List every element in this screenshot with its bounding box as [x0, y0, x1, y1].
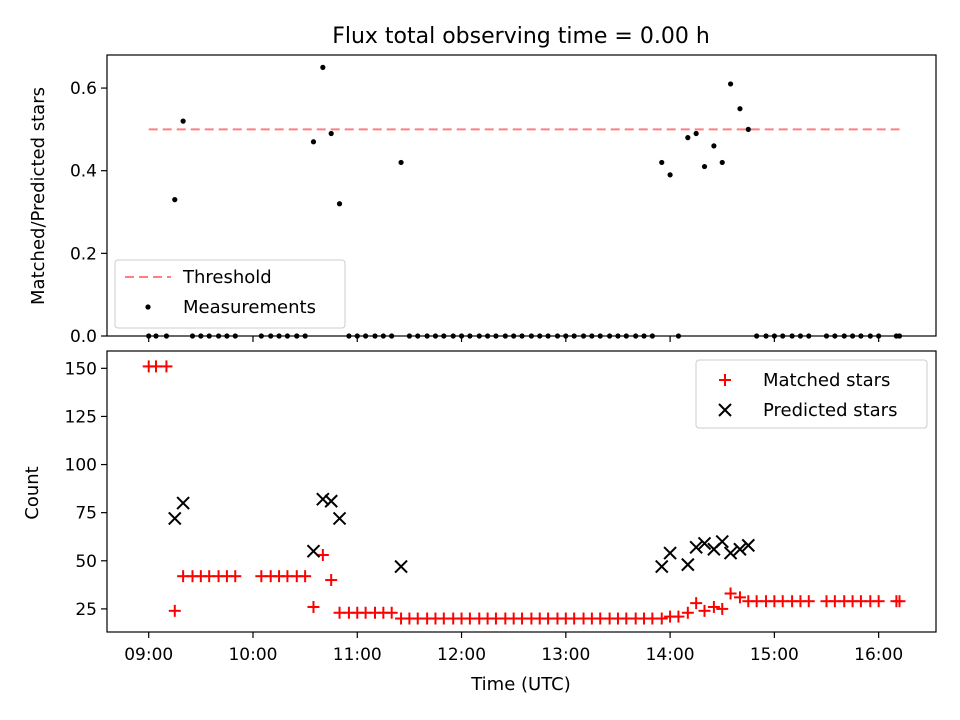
- top-legend: Threshold Measurements: [114, 259, 346, 329]
- x-tick-label: 13:00: [541, 645, 590, 665]
- matched-stars-point: [160, 360, 173, 373]
- measurements-point: [745, 126, 751, 132]
- top-plot-frame: [106, 54, 937, 337]
- measurements-point: [727, 81, 734, 87]
- y-tick-label: 75: [75, 504, 97, 524]
- measurements-point: [685, 135, 691, 141]
- top-x-axis: [148, 336, 880, 342]
- predicted-stars-point: [316, 492, 330, 506]
- predicted-stars-point: [697, 536, 712, 551]
- predicted-stars-point: [655, 559, 669, 574]
- y-tick-label: 100: [65, 456, 97, 476]
- predicted-stars-point: [324, 494, 338, 508]
- y-tick-label: 50: [75, 552, 97, 572]
- matched-stars-point: [385, 606, 398, 619]
- bottom-legend: Matched stars Predicted stars: [695, 359, 928, 429]
- measurements-point: [398, 159, 404, 166]
- matched-stars-point: [299, 570, 312, 583]
- x-tick-label: 16:00: [854, 645, 903, 665]
- x-tick-label: 12:00: [437, 645, 486, 665]
- matched-stars-point: [168, 604, 181, 617]
- matched-stars-point: [707, 600, 720, 613]
- matched-stars-point: [229, 570, 242, 583]
- measurements-point: [693, 130, 699, 137]
- bottom-plot-data: [142, 360, 906, 625]
- predicted-stars-point: [715, 534, 729, 549]
- predicted-stars-point: [733, 542, 747, 556]
- legend-matched-label: Matched stars: [763, 370, 890, 391]
- bottom-x-axis: 09:00 10:00 11:00 12:00 13:00 14:00 15:00 16:00: [124, 632, 903, 665]
- bottom-y-axis: 25 50 75 100 125 150: [65, 359, 107, 620]
- bottom-y-axis-label: Count: [22, 466, 43, 519]
- legend-predicted-label: Predicted stars: [763, 400, 897, 421]
- predicted-stars-point: [663, 546, 677, 560]
- top-legend-box: [114, 259, 346, 329]
- predicted-stars-point: [741, 538, 756, 553]
- measurements-point: [180, 118, 186, 124]
- bottom-x-axis-label: Time (UTC): [470, 674, 571, 695]
- predicted-stars-point: [689, 540, 703, 555]
- predicted-stars-point: [306, 544, 321, 558]
- matched-stars-point: [690, 597, 703, 610]
- matched-stars-point: [698, 604, 711, 617]
- top-y-axis: 0.0 0.2 0.4 0.6: [70, 79, 107, 347]
- y-tick-label: 0.6: [70, 79, 97, 99]
- matched-stars-point: [872, 595, 885, 608]
- predicted-stars-point: [681, 557, 695, 572]
- y-tick-label: 125: [65, 407, 97, 427]
- matched-stars-point: [716, 602, 729, 615]
- matched-stars-point: [150, 360, 163, 373]
- legend-measurements-label: Measurements: [183, 297, 316, 318]
- top-y-axis-label: Matched/Predicted stars: [28, 87, 49, 305]
- legend-matched-swatch: [719, 374, 731, 386]
- x-tick-label: 11:00: [333, 645, 382, 665]
- chart-title: Flux total observing time = 0.00 h: [332, 24, 710, 49]
- bottom-panel: 25 50 75 100 125 150 09:00 10:00 11:00 12:00 13:0…: [22, 350, 937, 695]
- y-tick-label: 0.4: [70, 162, 97, 182]
- matched-stars-point: [724, 587, 737, 600]
- legend-predicted-swatch: [718, 403, 732, 417]
- measurements-point: [328, 130, 334, 137]
- bottom-plot-frame: [106, 350, 937, 633]
- matched-stars-point: [893, 595, 906, 608]
- measurements-point: [659, 159, 665, 166]
- predicted-stars-point: [168, 511, 182, 526]
- matched-stars-point: [672, 610, 685, 623]
- measurements-point: [719, 159, 725, 166]
- measurements-point: [711, 143, 717, 149]
- measurements-point: [172, 197, 178, 203]
- predicted-stars-point: [176, 496, 190, 510]
- measurements-point: [667, 172, 673, 178]
- matched-stars-point: [802, 595, 815, 608]
- y-tick-label: 0.0: [70, 327, 97, 347]
- legend-threshold-label: Threshold: [182, 267, 272, 288]
- y-tick-label: 0.2: [70, 244, 97, 264]
- measurements-point: [701, 163, 708, 170]
- matched-stars-point: [307, 600, 320, 613]
- matched-stars-point: [325, 574, 338, 587]
- matched-stars-point: [316, 549, 329, 562]
- predicted-stars-point: [723, 546, 738, 560]
- x-tick-label: 14:00: [646, 645, 695, 665]
- top-panel: 0.0 0.2 0.4 0.6 Matched/Predicted stars Thr…: [28, 54, 937, 347]
- x-tick-label: 10:00: [228, 645, 277, 665]
- measurements-point: [310, 139, 317, 145]
- predicted-stars-point: [332, 511, 347, 526]
- matched-stars-point: [681, 606, 694, 619]
- bottom-legend-box: [695, 359, 928, 429]
- measurements-point: [737, 106, 743, 112]
- matched-stars-point: [733, 591, 746, 604]
- top-plot-data: [146, 64, 903, 339]
- y-tick-label: 25: [75, 600, 97, 620]
- measurements-point: [336, 201, 343, 207]
- legend-measurements-swatch: [145, 304, 151, 310]
- y-tick-label: 150: [65, 359, 97, 379]
- measurements-point: [320, 64, 326, 70]
- predicted-stars-point: [394, 559, 408, 574]
- x-tick-label: 15:00: [750, 645, 799, 665]
- x-tick-label: 09:00: [124, 645, 173, 665]
- matched-stars-point: [655, 612, 668, 625]
